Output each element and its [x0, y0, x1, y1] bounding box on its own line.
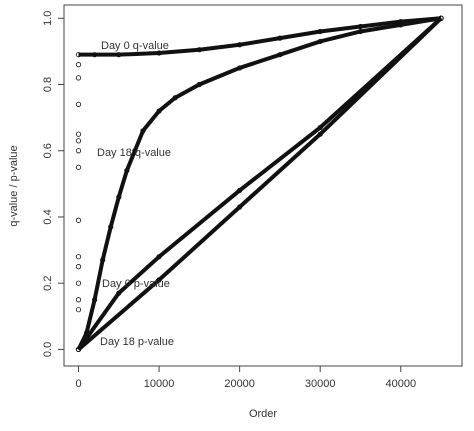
- point: [75, 101, 82, 107]
- point: [156, 254, 162, 260]
- point: [237, 65, 243, 71]
- x-tick-label: 30000: [305, 378, 336, 390]
- point: [156, 277, 162, 283]
- y-tick-label: 0.4: [42, 209, 54, 224]
- annotation: Day 0 p-value: [102, 278, 170, 290]
- point: [100, 257, 106, 263]
- point: [172, 95, 178, 101]
- point: [124, 167, 130, 174]
- point: [116, 290, 122, 296]
- y-tick-label: 1.0: [42, 11, 54, 26]
- series-line: [78, 16, 442, 57]
- point: [317, 38, 323, 45]
- series-line: [76, 16, 442, 351]
- point: [317, 28, 323, 35]
- point: [196, 81, 202, 88]
- point: [108, 224, 114, 230]
- point: [75, 62, 82, 68]
- x-axis-label: Order: [249, 408, 277, 420]
- point: [116, 194, 122, 200]
- point: [398, 22, 404, 28]
- y-tick-label: 0.0: [42, 342, 54, 357]
- annotation: Day 18 p-value: [100, 336, 174, 348]
- point: [277, 52, 283, 58]
- point: [75, 280, 82, 286]
- x-tick-label: 0: [75, 378, 81, 390]
- point: [75, 217, 82, 223]
- series-line: [77, 16, 443, 351]
- point: [75, 131, 82, 137]
- x-tick-label: 40000: [385, 378, 416, 390]
- point: [75, 307, 82, 313]
- point: [438, 15, 444, 21]
- point: [75, 148, 82, 154]
- point: [132, 148, 138, 154]
- point: [357, 28, 364, 35]
- point: [75, 52, 82, 58]
- y-tick-label: 0.6: [42, 143, 54, 158]
- point: [237, 42, 243, 48]
- x-tick-label: 10000: [144, 378, 175, 390]
- point: [140, 128, 146, 134]
- point: [156, 108, 162, 114]
- point: [357, 23, 364, 30]
- point: [75, 164, 82, 170]
- point: [317, 124, 323, 131]
- plot-frame: [63, 4, 463, 367]
- series-line: [76, 16, 443, 351]
- point: [116, 52, 122, 58]
- point: [237, 204, 243, 210]
- point: [75, 75, 82, 81]
- point: [92, 297, 98, 303]
- y-tick-label: 0.2: [42, 276, 54, 291]
- y-axis-label: q-value / p-value: [8, 145, 20, 226]
- point: [156, 50, 162, 56]
- point: [75, 254, 82, 260]
- point: [75, 264, 82, 270]
- point: [196, 47, 202, 53]
- y-tick-label: 0.8: [42, 77, 54, 92]
- point: [92, 52, 98, 58]
- point: [237, 187, 243, 194]
- point: [75, 297, 82, 303]
- point: [75, 346, 82, 353]
- point: [277, 35, 283, 41]
- annotation: Day 0 q-value: [101, 40, 169, 52]
- x-tick-label: 20000: [224, 378, 255, 390]
- point: [317, 131, 323, 137]
- annotation: Day 18 q-value: [97, 147, 171, 159]
- point: [75, 138, 82, 144]
